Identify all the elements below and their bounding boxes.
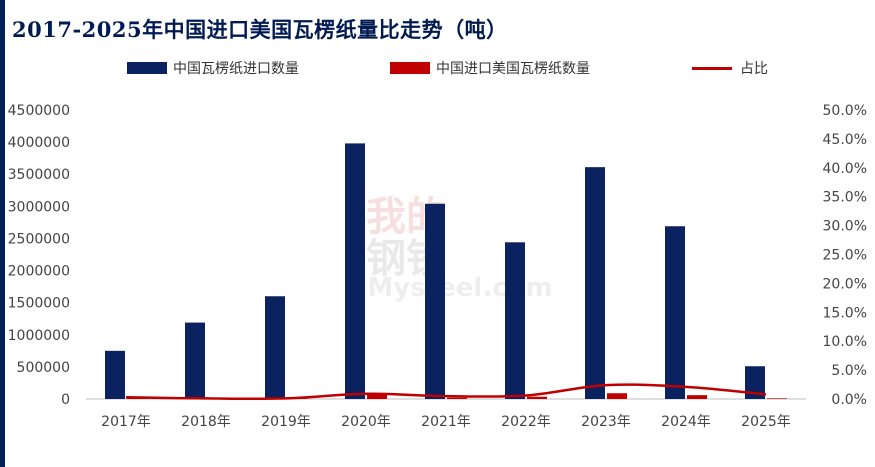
bar-total-import xyxy=(665,226,685,399)
y-left-tick-label: 0 xyxy=(61,392,70,408)
y-right-tick-label: 15.0% xyxy=(823,305,867,321)
bar-total-import xyxy=(105,350,125,399)
chart-title: 2017-2025年中国进口美国瓦楞纸量比走势（吨） xyxy=(12,17,508,42)
y-left-tick-label: 3500000 xyxy=(8,167,70,183)
x-tick-label: 2020年 xyxy=(341,414,391,430)
y-left-tick-label: 3000000 xyxy=(8,199,70,215)
legend: 中国瓦楞纸进口数量 中国进口美国瓦楞纸数量 占比 xyxy=(0,54,875,80)
y-left-tick-label: 4500000 xyxy=(8,103,70,119)
x-tick-label: 2018年 xyxy=(181,414,231,430)
x-tick-label: 2025年 xyxy=(741,414,791,430)
bar-total-import xyxy=(505,242,525,399)
bar-us-import xyxy=(127,398,147,399)
x-tick-label: 2023年 xyxy=(581,414,631,430)
bar-us-import xyxy=(447,397,467,399)
series-share xyxy=(125,383,767,401)
y-axis-left: 0 500000 1000000 1500000 2000000 2500000 30000… xyxy=(8,103,70,408)
y-right-tick-label: 40.0% xyxy=(823,161,867,177)
legend-label-share: 占比 xyxy=(740,61,768,77)
legend-swatch-total-import xyxy=(127,62,167,74)
y-right-tick-label: 10.0% xyxy=(823,334,867,350)
bar-us-import xyxy=(527,396,547,399)
legend-item-us-import: 中国进口美国瓦楞纸数量 xyxy=(390,58,590,78)
y-right-tick-label: 20.0% xyxy=(823,276,867,292)
y-left-tick-label: 500000 xyxy=(17,360,70,376)
y-left-tick-label: 1000000 xyxy=(8,328,70,344)
legend-label-total-import: 中国瓦楞纸进口数量 xyxy=(173,61,299,77)
y-right-tick-label: 5.0% xyxy=(831,363,867,379)
y-right-tick-label: 30.0% xyxy=(823,219,867,235)
y-left-tick-label: 2000000 xyxy=(8,264,70,280)
y-right-tick-label: 50.0% xyxy=(823,103,867,119)
y-right-tick-label: 0.0% xyxy=(831,392,867,408)
legend-swatch-us-import xyxy=(390,62,430,74)
x-tick-label: 2021年 xyxy=(421,414,471,430)
legend-item-share: 占比 xyxy=(692,58,768,78)
legend-swatch-share xyxy=(692,66,732,70)
y-left-tick-label: 4000000 xyxy=(8,135,70,151)
bar-total-import xyxy=(345,143,365,399)
x-tick-label: 2024年 xyxy=(661,414,711,430)
bar-total-import xyxy=(185,322,205,399)
series-total-import xyxy=(105,143,765,399)
bar-us-import xyxy=(687,395,707,399)
y-left-tick-label: 1500000 xyxy=(8,296,70,312)
legend-label-us-import: 中国进口美国瓦楞纸数量 xyxy=(436,61,590,77)
x-tick-label: 2022年 xyxy=(501,414,551,430)
bar-total-import xyxy=(585,167,605,399)
y-axis-right: 0.0% 5.0% 10.0% 15.0% 20.0% 25.0% 30.0% 35.0% 40… xyxy=(823,103,867,408)
bar-us-import xyxy=(367,394,387,399)
bar-total-import xyxy=(265,296,285,399)
bar-total-import xyxy=(745,366,765,399)
y-right-tick-label: 45.0% xyxy=(823,132,867,148)
legend-item-total-import: 中国瓦楞纸进口数量 xyxy=(127,58,299,78)
y-right-tick-label: 35.0% xyxy=(823,190,867,206)
accent-bar xyxy=(0,0,5,467)
bar-us-import xyxy=(767,398,787,399)
x-tick-label: 2019年 xyxy=(261,414,311,430)
bar-us-import xyxy=(607,393,627,399)
y-left-tick-label: 2500000 xyxy=(8,231,70,247)
x-tick-label: 2017年 xyxy=(101,414,151,430)
x-axis: 2017年 2018年 2019年 2020年 2021年 2022年 2023年 2024年… xyxy=(101,414,791,430)
y-right-tick-label: 25.0% xyxy=(823,248,867,264)
bar-total-import xyxy=(425,203,445,399)
